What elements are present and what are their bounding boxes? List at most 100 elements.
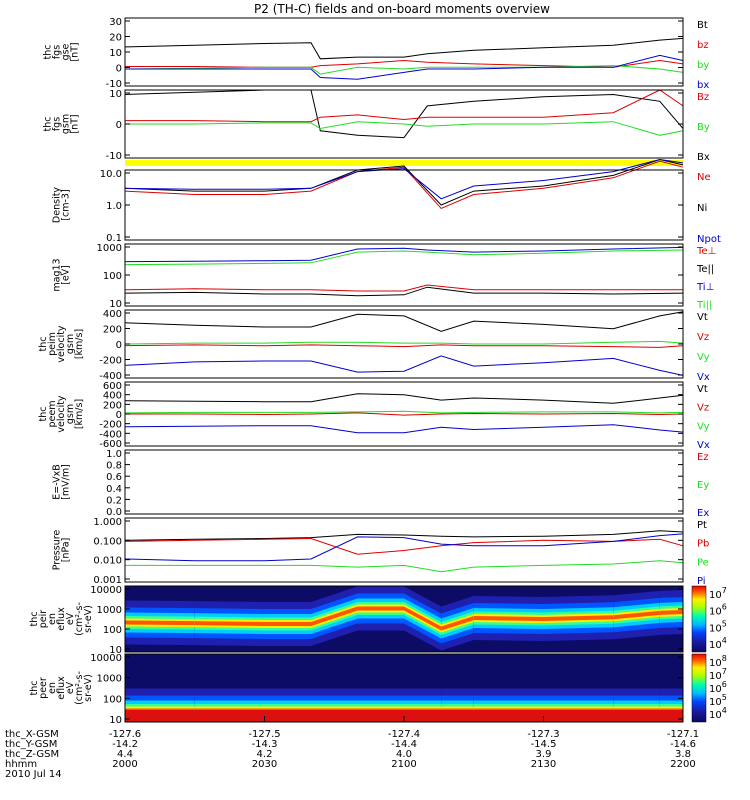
legend-entry: Pt bbox=[697, 520, 707, 531]
y-axis-label: [cm-3] bbox=[61, 189, 72, 220]
x-axis-value-y: -14.2 bbox=[112, 739, 138, 750]
series-line-Vx bbox=[124, 424, 684, 434]
y-tick-label: -400 bbox=[99, 371, 122, 382]
colorbar-tick-exponent: 4 bbox=[722, 636, 727, 645]
y-axis-label: [mV/m] bbox=[61, 464, 72, 500]
series-line-Vz bbox=[125, 412, 684, 416]
y-axis-label: peer bbox=[38, 677, 49, 699]
y-axis-label: velocity bbox=[56, 395, 67, 433]
y-axis-label: peim bbox=[47, 332, 58, 356]
y-axis-label: peem bbox=[47, 401, 58, 428]
spectrogram-band bbox=[473, 616, 544, 621]
y-tick-label: -10 bbox=[106, 79, 122, 90]
legend-entry: Vt bbox=[697, 384, 708, 395]
y-axis-label: (cm²-s- bbox=[74, 602, 85, 636]
panel-frame bbox=[124, 169, 684, 241]
panels-layer bbox=[124, 17, 707, 723]
y-axis-label: thc bbox=[29, 612, 40, 627]
y-tick-label: 10000 bbox=[90, 585, 122, 596]
spectrogram-band bbox=[125, 620, 195, 626]
spectrogram-peer bbox=[125, 654, 683, 722]
legend-entry: Ti⊥ bbox=[696, 282, 714, 293]
y-tick-label: 0.2 bbox=[106, 495, 122, 506]
colorbar-tick-base: 10 bbox=[709, 640, 722, 651]
series-line-Vy bbox=[124, 410, 684, 414]
y-tick-label: -600 bbox=[99, 439, 122, 450]
legend-entry: Vt bbox=[697, 312, 708, 323]
legend-entry: Vz bbox=[697, 403, 709, 414]
y-axis-label: gse bbox=[61, 43, 72, 60]
series-line-Pe bbox=[125, 560, 684, 573]
series-line-Pb bbox=[124, 537, 684, 555]
y-tick-label: 0.1 bbox=[106, 233, 122, 244]
y-axis-label-group: E=-VxB[mV/m] bbox=[52, 464, 72, 500]
y-axis-label: eflux bbox=[56, 607, 67, 631]
series-line-by bbox=[124, 65, 684, 75]
colorbar-tick-label: 108 bbox=[709, 654, 727, 669]
y-axis-label: Density bbox=[52, 187, 63, 223]
yellow-flag-strip bbox=[125, 160, 683, 166]
y-axis-label: [nPa] bbox=[61, 538, 72, 563]
x-axis-value-y: -14.4 bbox=[391, 739, 417, 750]
series-line-Vt bbox=[124, 311, 684, 332]
y-tick-label: 400 bbox=[103, 309, 122, 320]
y-axis-label: mag13 bbox=[52, 258, 63, 291]
y-axis-label: eflux bbox=[56, 676, 67, 700]
y-axis-label-group: mag13[eV] bbox=[52, 258, 72, 291]
spectrogram-band bbox=[264, 622, 311, 627]
spectrogram-band bbox=[404, 606, 442, 631]
panel-frame bbox=[124, 449, 684, 515]
spectrogram-band bbox=[543, 615, 614, 621]
y-tick-label: 0 bbox=[116, 64, 122, 75]
x-axis-value-t: 2130 bbox=[531, 759, 556, 770]
y-tick-label: 0.0 bbox=[106, 507, 122, 518]
y-tick-label: 0 bbox=[116, 340, 122, 351]
y-axis-label: fgs bbox=[52, 117, 63, 131]
legend-entry: bx bbox=[697, 80, 709, 91]
legend-entry: Ti|| bbox=[696, 300, 712, 311]
legend-entry: By bbox=[697, 122, 710, 133]
spectrogram-band bbox=[357, 606, 404, 611]
series-line-Te⊥ bbox=[124, 284, 683, 292]
y-axis-label: sr-eV) bbox=[83, 605, 94, 633]
legend-entry: Ez bbox=[697, 452, 709, 463]
legend-entry: Ey bbox=[697, 480, 709, 491]
legend-entry: Pe bbox=[697, 557, 709, 568]
x-axis-value-z: 4.0 bbox=[396, 749, 412, 760]
colorbar-tick-exponent: 4 bbox=[722, 706, 727, 715]
colorbar-tick-base: 10 bbox=[709, 607, 722, 618]
colorbar-tick-label: 106 bbox=[709, 680, 727, 695]
y-axis-label: E=-VxB bbox=[52, 464, 63, 499]
y-tick-label: 100 bbox=[103, 625, 122, 636]
colorbar-tick-label: 104 bbox=[709, 706, 727, 721]
legend-entry: by bbox=[697, 60, 709, 71]
colorbar-tick-label: 107 bbox=[709, 586, 727, 601]
y-axis-label: Pressure bbox=[52, 530, 63, 571]
y-tick-label: 0 bbox=[116, 410, 122, 421]
y-tick-label: 100 bbox=[103, 271, 122, 282]
colorbar bbox=[691, 585, 707, 653]
y-axis-label: [km/s] bbox=[74, 399, 85, 429]
spectrogram-peir bbox=[125, 586, 683, 652]
y-tick-label: 0.8 bbox=[106, 461, 122, 472]
x-axis-value-t: 2000 bbox=[112, 759, 137, 770]
y-axis-label: gsm bbox=[65, 404, 76, 424]
legend-entry: Ni bbox=[697, 203, 707, 214]
colorbar-tick-base: 10 bbox=[709, 623, 722, 634]
y-axis-label: velocity bbox=[56, 325, 67, 363]
y-axis-label: thc bbox=[43, 117, 54, 132]
legend-entry: Pb bbox=[697, 539, 709, 550]
y-tick-label: 10000 bbox=[90, 653, 122, 664]
panel-density bbox=[124, 158, 684, 209]
colorbar-tick-exponent: 5 bbox=[722, 619, 727, 628]
panel-peem-velocity bbox=[124, 393, 684, 434]
y-tick-label: 10 bbox=[109, 89, 122, 100]
y-tick-label: 20 bbox=[109, 33, 122, 44]
y-tick-label: 1000 bbox=[97, 243, 122, 254]
legend-entry: Vx bbox=[697, 372, 710, 383]
spectrogram-band bbox=[311, 606, 358, 627]
